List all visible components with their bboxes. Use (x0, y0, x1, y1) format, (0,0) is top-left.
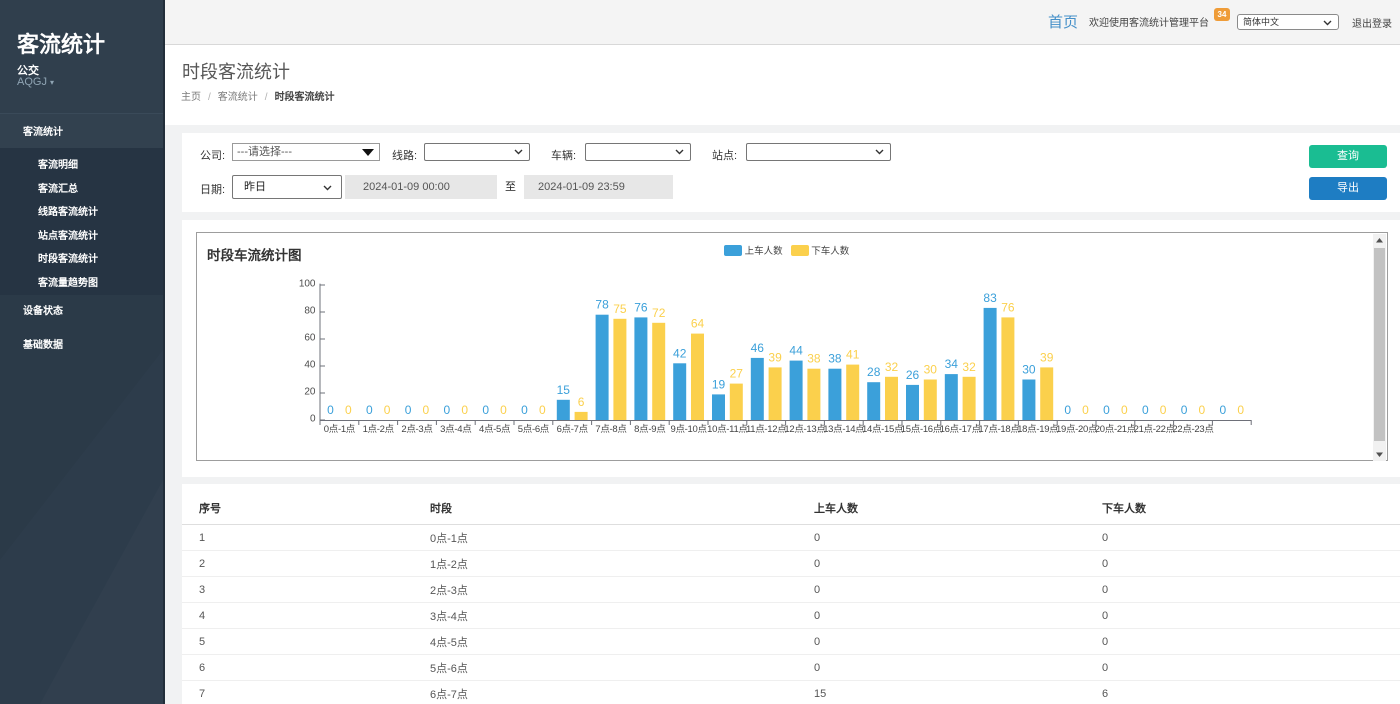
svg-text:0: 0 (444, 403, 451, 417)
svg-text:30: 30 (1022, 363, 1036, 377)
svg-text:10点-11点: 10点-11点 (707, 424, 748, 435)
svg-text:0点-1点: 0点-1点 (324, 424, 356, 435)
svg-text:0: 0 (1082, 403, 1089, 417)
svg-text:0: 0 (1181, 403, 1188, 417)
svg-text:0: 0 (1160, 403, 1167, 417)
svg-text:0: 0 (1142, 403, 1149, 417)
svg-text:0: 0 (1064, 403, 1071, 417)
svg-text:100: 100 (299, 279, 316, 290)
svg-text:75: 75 (613, 302, 627, 316)
svg-text:72: 72 (652, 306, 666, 320)
svg-text:83: 83 (983, 291, 997, 305)
svg-text:0: 0 (482, 403, 489, 417)
svg-text:38: 38 (828, 352, 842, 366)
svg-text:19点-20点: 19点-20点 (1056, 424, 1098, 435)
svg-text:17点-18点: 17点-18点 (978, 424, 1020, 435)
svg-text:8点-9点: 8点-9点 (634, 424, 666, 435)
svg-text:0: 0 (1199, 403, 1206, 417)
svg-text:7点-8点: 7点-8点 (595, 424, 627, 435)
svg-text:60: 60 (304, 333, 316, 344)
svg-text:21点-22点: 21点-22点 (1134, 424, 1176, 435)
svg-text:0: 0 (521, 403, 528, 417)
svg-text:76: 76 (634, 300, 648, 314)
svg-text:3点-4点: 3点-4点 (440, 424, 472, 435)
svg-text:1点-2点: 1点-2点 (363, 424, 395, 435)
svg-text:0: 0 (1103, 403, 1110, 417)
svg-text:0: 0 (327, 403, 334, 417)
svg-text:27: 27 (730, 367, 744, 381)
svg-text:64: 64 (691, 317, 705, 331)
svg-text:0: 0 (310, 414, 316, 425)
svg-text:12点-13点: 12点-13点 (784, 424, 826, 435)
svg-text:80: 80 (304, 306, 316, 317)
svg-text:22点-23点: 22点-23点 (1172, 424, 1214, 435)
svg-text:30: 30 (924, 363, 938, 377)
svg-text:39: 39 (1040, 350, 1054, 364)
svg-text:39: 39 (768, 350, 782, 364)
svg-text:6: 6 (578, 395, 585, 409)
svg-text:2点-3点: 2点-3点 (401, 424, 433, 435)
svg-text:0: 0 (423, 403, 430, 417)
svg-text:40: 40 (304, 360, 316, 371)
svg-text:0: 0 (384, 403, 391, 417)
svg-text:32: 32 (962, 360, 976, 374)
svg-text:16点-17点: 16点-17点 (940, 424, 982, 435)
svg-text:0: 0 (1220, 403, 1227, 417)
svg-text:34: 34 (945, 357, 959, 371)
svg-text:0: 0 (405, 403, 412, 417)
svg-text:4点-5点: 4点-5点 (479, 424, 511, 435)
svg-text:0: 0 (461, 403, 468, 417)
svg-text:19: 19 (712, 377, 726, 391)
svg-text:11点-12点: 11点-12点 (746, 424, 787, 435)
svg-text:18点-19点: 18点-19点 (1017, 424, 1059, 435)
svg-text:0: 0 (1237, 403, 1244, 417)
svg-text:6点-7点: 6点-7点 (557, 424, 589, 435)
svg-text:9点-10点: 9点-10点 (670, 424, 707, 435)
svg-text:14点-15点: 14点-15点 (862, 424, 904, 435)
svg-text:41: 41 (846, 348, 860, 362)
svg-text:28: 28 (867, 365, 881, 379)
svg-text:15: 15 (557, 383, 571, 397)
svg-text:0: 0 (539, 403, 546, 417)
svg-text:20: 20 (304, 387, 316, 398)
svg-text:46: 46 (751, 341, 765, 355)
svg-text:44: 44 (789, 344, 803, 358)
svg-text:42: 42 (673, 346, 687, 360)
svg-text:32: 32 (885, 360, 899, 374)
svg-text:78: 78 (595, 298, 609, 312)
svg-text:26: 26 (906, 368, 920, 382)
svg-text:13点-14点: 13点-14点 (823, 424, 865, 435)
svg-text:0: 0 (500, 403, 507, 417)
svg-text:0: 0 (366, 403, 373, 417)
svg-text:0: 0 (1121, 403, 1128, 417)
svg-text:20点-21点: 20点-21点 (1095, 424, 1137, 435)
svg-text:15点-16点: 15点-16点 (901, 424, 943, 435)
svg-text:5点-6点: 5点-6点 (518, 424, 550, 435)
svg-text:0: 0 (345, 403, 352, 417)
svg-text:76: 76 (1001, 300, 1015, 314)
svg-text:38: 38 (807, 352, 821, 366)
